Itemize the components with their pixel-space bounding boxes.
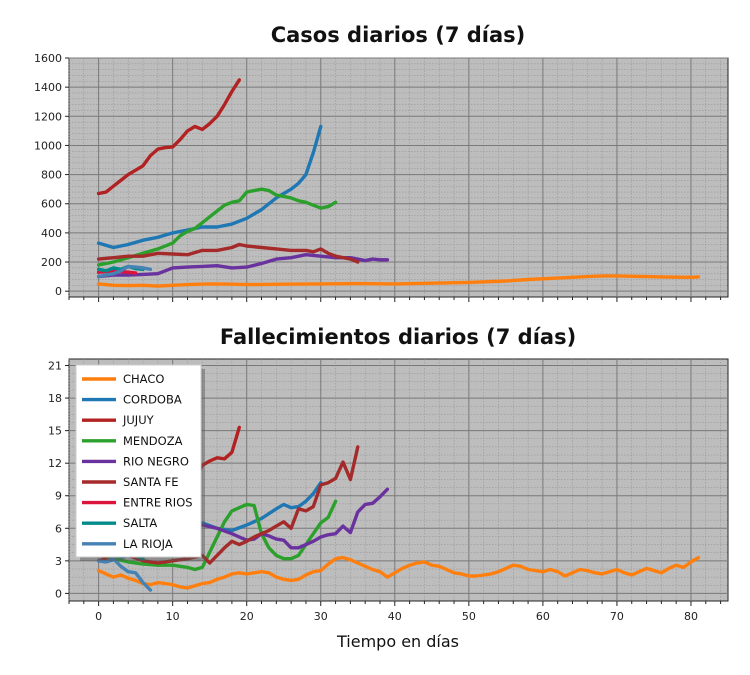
cases-y-tick-label: 1000 (34, 139, 62, 152)
series-line-chaco (96, 555, 701, 590)
deaths-x-tick-label: 40 (388, 610, 402, 623)
legend-label: CHACO (123, 372, 164, 386)
deaths-x-tick-label: 10 (166, 610, 180, 623)
legend-label: ENTRE RIOS (123, 496, 193, 510)
cases-y-tick-label: 400 (41, 227, 62, 240)
series-line-rio-negro (96, 253, 390, 279)
deaths-y-tick-label: 12 (48, 457, 62, 470)
cases-series (96, 78, 701, 288)
cases-plot-area (68, 57, 729, 298)
cases-chart-title: Casos diarios (7 días) (271, 23, 526, 47)
deaths-y-tick-label: 0 (55, 587, 62, 600)
deaths-x-tick-label: 50 (462, 610, 476, 623)
legend-label: SALTA (123, 516, 157, 530)
legend-label: CORDOBA (123, 393, 182, 407)
cases-major-grid (69, 57, 728, 297)
series-line-la-rioja (96, 557, 153, 592)
deaths-y-tick-label: 9 (55, 490, 62, 503)
deaths-x-tick-label: 60 (536, 610, 550, 623)
cases-y-tick-label: 800 (41, 169, 62, 182)
series-line-mendoza (96, 187, 338, 267)
deaths-x-tick-label: 80 (684, 610, 698, 623)
deaths-x-tick-label: 0 (95, 610, 102, 623)
cases-y-tick-label: 600 (41, 198, 62, 211)
series-line-chaco (96, 274, 701, 288)
cases-x-axis (68, 297, 722, 302)
deaths-y-axis: 0 3 6 9 12 15 18 21 (48, 360, 69, 600)
cases-y-tick-label: 1600 (34, 52, 62, 65)
legend-label: SANTA FE (123, 475, 179, 489)
cases-y-tick-label: 1200 (34, 110, 62, 123)
deaths-chart-title: Fallecimientos diarios (7 días) (220, 325, 576, 349)
series-line-santa-fe (96, 445, 360, 565)
deaths-y-tick-label: 21 (48, 360, 62, 373)
legend-label: JUJUY (122, 413, 155, 427)
deaths-y-tick-label: 15 (48, 425, 62, 438)
deaths-x-tick-label: 20 (240, 610, 254, 623)
deaths-y-tick-label: 6 (55, 522, 62, 535)
series-line-cordoba (96, 124, 323, 250)
legend-label: LA RIOJA (123, 537, 173, 551)
deaths-x-tick-label: 70 (610, 610, 624, 623)
deaths-x-axis: 0 10 20 30 40 50 60 70 80 (68, 601, 722, 623)
series-line-mendoza (96, 499, 338, 572)
cases-y-tick-label: 200 (41, 256, 62, 269)
deaths-y-tick-label: 3 (55, 555, 62, 568)
series-line-jujuy (96, 78, 241, 196)
cases-y-tick-label: 0 (55, 285, 62, 298)
legend-box (75, 364, 202, 558)
legend-label: MENDOZA (123, 434, 183, 448)
deaths-y-tick-label: 18 (48, 392, 62, 405)
legend-label: RIO NEGRO (123, 454, 189, 468)
cases-y-tick-label: 1400 (34, 81, 62, 94)
series-line-santa-fe (96, 242, 360, 264)
cases-y-axis: 0 200 400 600 800 1000 1200 1400 1600 (34, 52, 69, 298)
series-line-la-rioja (96, 264, 153, 279)
cases-chart: Casos diarios (7 días) 0 200 400 600 800 1000… (34, 23, 729, 302)
deaths-chart: Fallecimientos diarios (7 días) 0 3 6 9 12 15… (48, 325, 729, 651)
deaths-x-axis-label: Tiempo en días (336, 632, 459, 651)
legend: CHACO CORDOBA JUJUY MENDOZA RIO NEGRO SANTA F… (75, 364, 205, 561)
deaths-x-tick-label: 30 (314, 610, 328, 623)
